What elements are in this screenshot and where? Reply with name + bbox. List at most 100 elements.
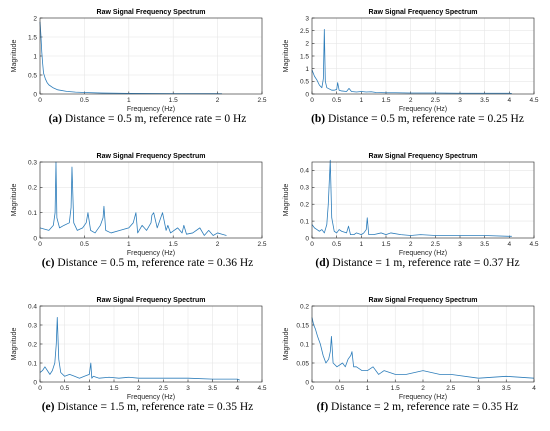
x-tick-label: 1.5 <box>169 97 178 104</box>
x-axis-label: Frequency (Hz) <box>127 106 175 113</box>
x-tick-label: 2 <box>137 385 141 392</box>
x-tick-label: 4 <box>532 385 536 392</box>
x-tick-label: 0 <box>38 241 42 248</box>
x-tick-label: 2 <box>216 97 220 104</box>
x-tick-label: 3 <box>458 97 462 104</box>
y-tick-label: 0.3 <box>28 322 37 329</box>
chart-panel: 0 0.5 1 1.5 2 2.5 0 0.5 1 1.5 2 Raw Signal Frequenc… <box>11 9 267 113</box>
plot-area <box>40 162 262 238</box>
x-tick-label: 1 <box>360 241 364 248</box>
y-tick-label: 0.1 <box>28 360 37 367</box>
y-tick-label: 0.3 <box>28 159 37 166</box>
x-tick-label: 0.5 <box>80 97 89 104</box>
subfigure-caption: (b) Distance = 0.5 m, reference rate = 0… <box>280 113 550 125</box>
x-tick-label: 0 <box>38 385 42 392</box>
x-tick-label: 1 <box>360 97 364 104</box>
chart-title: Raw Signal Frequency Spectrum <box>97 297 206 304</box>
series-line <box>311 28 512 94</box>
y-tick-label: 2 <box>33 15 37 22</box>
x-tick-label: 0.5 <box>332 241 341 248</box>
y-tick-label: 2.5 <box>300 28 309 35</box>
y-tick-label: 0.4 <box>28 303 37 310</box>
y-tick-label: 0 <box>33 379 37 386</box>
subfigure-caption: (a) Distance = 0.5 m, reference rate = 0… <box>10 113 285 125</box>
x-tick-label: 1.5 <box>109 385 118 392</box>
chart-title: Raw Signal Frequency Spectrum <box>97 153 206 160</box>
caption-label: (d) <box>315 257 330 269</box>
x-tick-label: 0.5 <box>332 97 341 104</box>
x-tick-label: 1.5 <box>391 385 400 392</box>
x-tick-label: 2.5 <box>431 241 440 248</box>
y-tick-label: 3 <box>305 15 309 22</box>
y-axis-label: Magnitude <box>11 184 18 217</box>
caption-label: (c) <box>41 257 55 269</box>
y-tick-label: 0.1 <box>28 210 37 217</box>
series-line <box>311 317 535 379</box>
series-line <box>39 316 240 381</box>
x-tick-label: 2.5 <box>446 385 455 392</box>
caption-text: Distance = 1.5 m, reference rate = 0.35 … <box>54 401 254 413</box>
y-tick-label: 0.3 <box>300 185 309 192</box>
chart-panel: 0 0.5 1 1.5 2 2.5 0 0.1 0.2 0.3 Raw Signal Frequen… <box>11 153 267 257</box>
y-tick-label: 0.2 <box>300 202 309 209</box>
x-tick-label: 1.5 <box>381 241 390 248</box>
axes-frame <box>39 17 263 95</box>
y-tick-label: 0.2 <box>28 185 37 192</box>
x-tick-label: 3.5 <box>502 385 511 392</box>
y-tick-label: 0.2 <box>300 303 309 310</box>
axes-frame <box>39 305 263 383</box>
axes-frame <box>311 161 535 239</box>
x-tick-label: 4 <box>508 241 512 248</box>
x-tick-label: 0.5 <box>80 241 89 248</box>
caption-text: Distance = 0.5 m, reference rate = 0 Hz <box>61 113 247 125</box>
x-tick-label: 1.5 <box>381 97 390 104</box>
x-tick-label: 3 <box>458 241 462 248</box>
y-tick-label: 0 <box>305 235 309 242</box>
y-tick-label: 0 <box>305 91 309 98</box>
y-tick-label: 0 <box>305 379 309 386</box>
x-tick-label: 1 <box>127 241 131 248</box>
x-axis-label: Frequency (Hz) <box>127 394 175 401</box>
caption-text: Distance = 0.5 m, reference rate = 0.25 … <box>325 113 524 125</box>
y-tick-label: 0.5 <box>28 72 37 79</box>
chart-title: Raw Signal Frequency Spectrum <box>369 297 478 304</box>
y-tick-label: 1 <box>305 66 309 73</box>
x-tick-label: 2 <box>421 385 425 392</box>
x-tick-label: 1 <box>88 385 92 392</box>
x-tick-label: 1 <box>127 97 131 104</box>
y-tick-label: 1 <box>33 53 37 60</box>
x-tick-label: 2.5 <box>257 97 266 104</box>
x-tick-label: 0 <box>310 385 314 392</box>
series-line <box>311 159 512 237</box>
y-axis-label: Magnitude <box>283 184 290 217</box>
axes-frame <box>311 17 535 95</box>
x-tick-label: 3.5 <box>208 385 217 392</box>
plot-area <box>312 162 534 238</box>
subfigure-caption: (e) Distance = 1.5 m, reference rate = 0… <box>10 401 285 413</box>
x-axis-label: Frequency (Hz) <box>127 250 175 257</box>
x-tick-label: 0.5 <box>60 385 69 392</box>
x-tick-label: 4.5 <box>529 241 538 248</box>
y-tick-label: 0.05 <box>296 360 309 367</box>
x-tick-label: 3.5 <box>480 97 489 104</box>
series-line <box>39 21 223 95</box>
caption-label: (b) <box>311 113 326 125</box>
y-axis-label: Magnitude <box>11 40 18 73</box>
x-axis-label: Frequency (Hz) <box>399 394 447 401</box>
x-tick-label: 2.5 <box>159 385 168 392</box>
chart-panel: 0 0.5 1 1.5 2 2.5 3 3.5 4 4.5 0 0.1 0.2 0.3 0.4 Raw Sig… <box>11 297 267 401</box>
y-tick-label: 1.5 <box>28 34 37 41</box>
x-tick-label: 1.5 <box>169 241 178 248</box>
y-tick-label: 0.5 <box>300 79 309 86</box>
x-tick-label: 3 <box>477 385 481 392</box>
x-tick-label: 4.5 <box>529 97 538 104</box>
chart-title: Raw Signal Frequency Spectrum <box>97 9 206 16</box>
y-tick-label: 0.1 <box>300 218 309 225</box>
x-axis-label: Frequency (Hz) <box>399 250 447 257</box>
x-tick-label: 2.5 <box>431 97 440 104</box>
x-tick-label: 4.5 <box>257 385 266 392</box>
y-tick-label: 2 <box>305 41 309 48</box>
y-tick-label: 0.1 <box>300 341 309 348</box>
x-tick-label: 0 <box>310 241 314 248</box>
y-tick-label: 1.5 <box>300 53 309 60</box>
